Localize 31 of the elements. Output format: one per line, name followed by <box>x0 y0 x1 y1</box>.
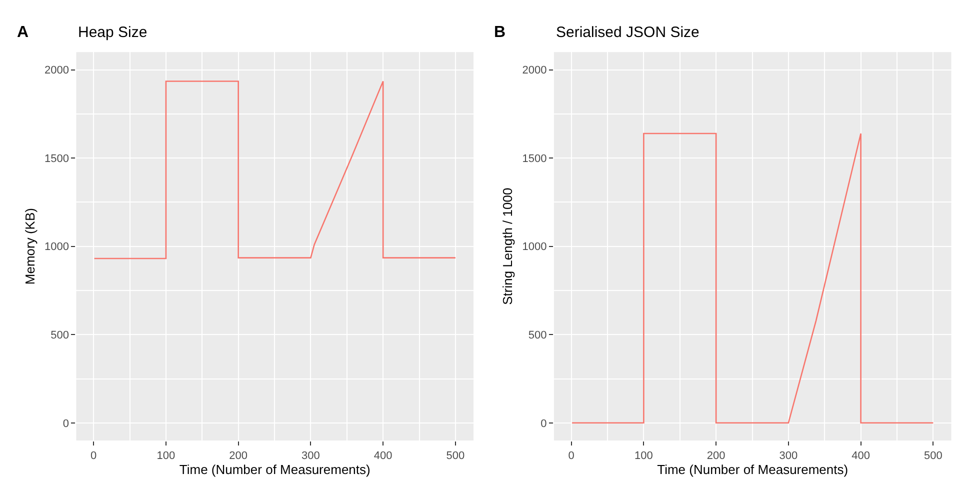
y-tick-label: 1000 <box>522 241 547 254</box>
x-tick-label: 0 <box>568 450 574 462</box>
y-axis-title: Memory (KB) <box>22 208 38 285</box>
x-tick-label: 100 <box>156 450 176 462</box>
x-tick-label: 300 <box>302 450 320 462</box>
x-tick-label: 500 <box>446 450 465 462</box>
x-tick-label: 300 <box>779 450 798 462</box>
x-tick-label: 200 <box>229 450 248 462</box>
x-axis-title: Time (Number of Measurements) <box>657 462 848 477</box>
y-tick-label: 2000 <box>522 64 547 77</box>
x-tick-label: 400 <box>374 450 392 462</box>
x-axis-title: Time (Number of Measurements) <box>179 462 370 477</box>
chart-title: Heap Size <box>78 24 148 41</box>
line-series <box>94 80 456 260</box>
y-tick-label: 1500 <box>44 152 70 165</box>
y-tick-label: 500 <box>528 329 547 342</box>
x-tick-label: 200 <box>706 450 726 462</box>
x-tick-label: 0 <box>90 450 97 462</box>
y-tick-label: 1500 <box>522 152 547 165</box>
x-tick-label: 100 <box>634 450 653 462</box>
text: A <box>17 24 29 41</box>
y-tick-label: 1000 <box>44 241 70 254</box>
y-axis-title: String Length / 1000 <box>500 188 516 305</box>
y-tick-label: 0 <box>540 418 547 430</box>
y-tick-label: 2000 <box>44 64 70 77</box>
y-tick-label: 0 <box>62 418 70 430</box>
x-tick-label: 500 <box>924 450 942 462</box>
x-tick-label: 400 <box>852 450 870 462</box>
chart-title: Serialised JSON Size <box>556 24 700 41</box>
y-tick-label: 500 <box>50 329 70 342</box>
text: B <box>494 24 506 41</box>
